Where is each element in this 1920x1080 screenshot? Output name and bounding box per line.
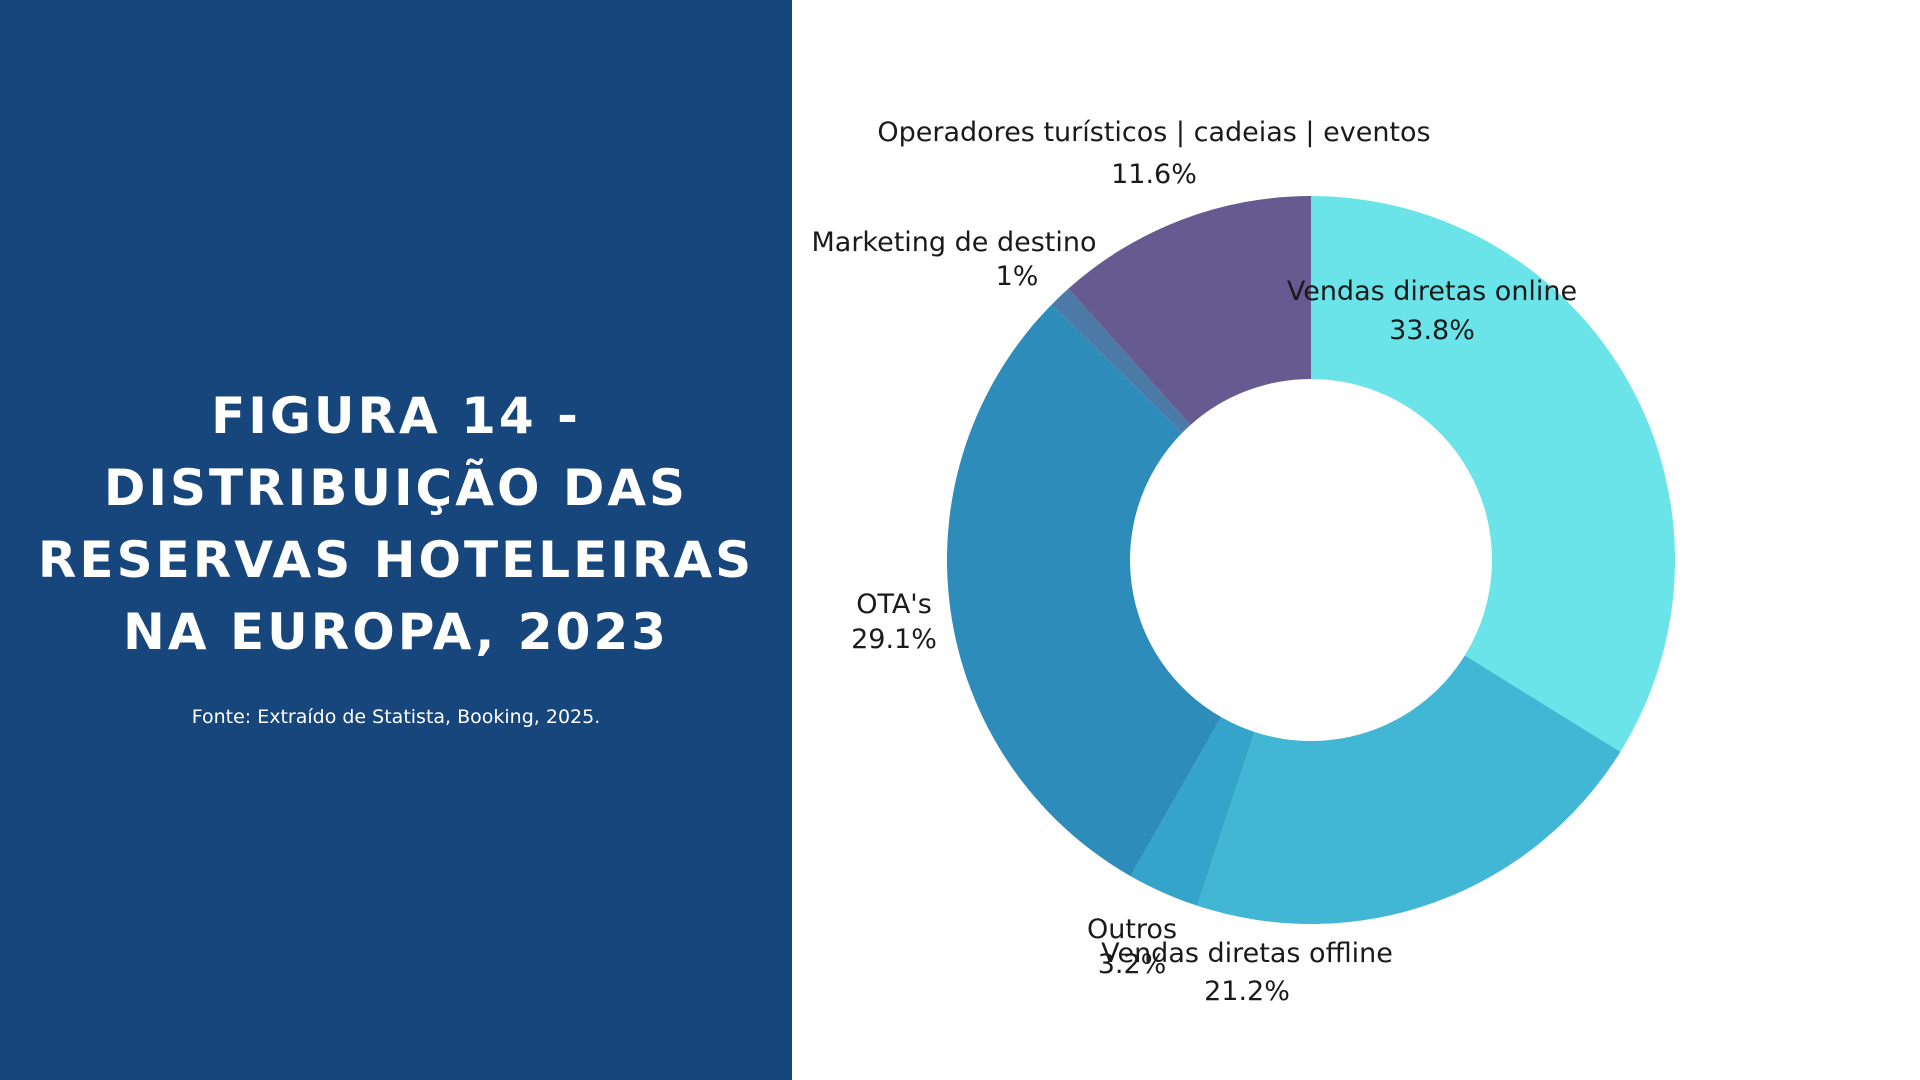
title-panel: Figura 14 - Distribuição das reservas ho… — [0, 0, 792, 1080]
figure-source: Fonte: Extraído de Statista, Booking, 20… — [191, 706, 601, 728]
slice-value-vendas-online: 33.8% — [1389, 315, 1475, 346]
donut-slice-2 — [1130, 717, 1255, 906]
slice-value-vendas-offline: 21.2% — [1204, 976, 1290, 1007]
donut-slice-3 — [946, 304, 1222, 877]
slice-label-vendas-online: Vendas diretas online — [1287, 276, 1577, 307]
slice-label-operadores: Operadores turísticos | cadeias | evento… — [877, 117, 1430, 148]
figure-title: Figura 14 - Distribuição das reservas ho… — [37, 387, 755, 661]
donut-slice-4 — [1051, 288, 1191, 433]
slice-value-operadores: 11.6% — [1111, 159, 1197, 190]
slice-value-otas: 29.1% — [851, 624, 937, 655]
slice-label-vendas-offline: Vendas diretas offline — [1101, 938, 1393, 969]
donut-slice-1 — [1197, 655, 1621, 924]
slice-label-otas: OTA's — [856, 589, 932, 620]
slice-value-marketing: 1% — [996, 261, 1039, 292]
slice-label-outros: Outros — [1087, 914, 1177, 945]
donut-slice-0 — [1311, 196, 1675, 752]
slice-label-marketing: Marketing de destino — [811, 227, 1096, 258]
donut-slices — [946, 196, 1675, 924]
donut-chart: Vendas diretas online 33.8% Vendas diret… — [811, 117, 1675, 1007]
slice-value-outros: 3.2% — [1098, 949, 1167, 980]
donut-slice-5 — [1068, 196, 1311, 426]
